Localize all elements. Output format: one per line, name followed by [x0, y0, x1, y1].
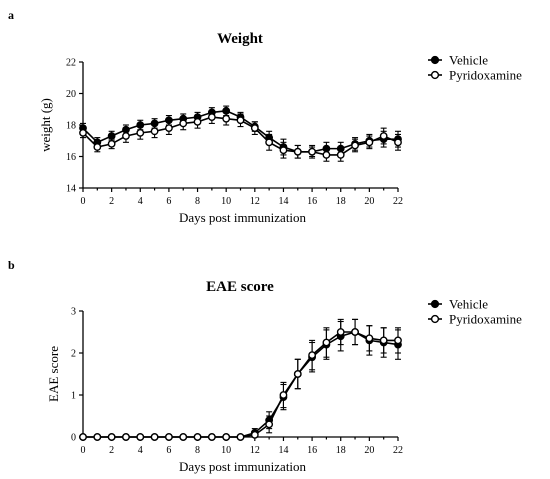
data-point-pyridoxamine: [279, 146, 288, 155]
data-point-pyridoxamine: [179, 433, 188, 441]
y-tick-label: 0: [71, 433, 76, 444]
data-point-pyridoxamine: [394, 138, 402, 147]
series-line-pyridoxamine: [83, 331, 398, 438]
data-point-pyridoxamine: [93, 433, 102, 441]
data-point-pyridoxamine: [250, 430, 259, 439]
x-tick-label: 6: [166, 196, 171, 207]
data-point-pyridoxamine: [79, 433, 87, 441]
x-tick-label: 2: [109, 196, 114, 207]
x-tick-label: 14: [278, 445, 288, 456]
data-point-pyridoxamine: [308, 147, 316, 156]
legend-label-vehicle: Vehicle: [449, 297, 488, 312]
data-point-pyridoxamine: [222, 114, 231, 123]
data-point-pyridoxamine: [79, 128, 87, 137]
y-tick-label: 22: [66, 58, 76, 69]
y-tick-label: 20: [66, 89, 76, 100]
data-point-pyridoxamine: [193, 433, 202, 441]
x-tick-label: 18: [336, 196, 346, 207]
y-tick-label: 16: [66, 152, 76, 163]
x-axis-label: Days post immunization: [179, 459, 307, 474]
data-point-pyridoxamine: [107, 139, 116, 148]
data-point-pyridoxamine: [379, 336, 388, 345]
data-point-pyridoxamine: [394, 336, 402, 345]
legend-label-pyridoxamine: Pyridoxamine: [449, 68, 522, 83]
x-tick-label: 22: [393, 445, 403, 456]
data-point-pyridoxamine: [265, 420, 274, 429]
data-point-pyridoxamine: [222, 433, 231, 441]
y-tick-label: 18: [66, 121, 76, 132]
chart-title: Weight: [217, 31, 263, 47]
data-point-pyridoxamine: [107, 433, 116, 441]
data-point-pyridoxamine: [379, 132, 388, 140]
x-tick-label: 4: [138, 445, 143, 456]
y-tick-label: 14: [66, 184, 76, 195]
y-axis-label: weight (g): [38, 98, 53, 152]
data-point-pyridoxamine: [336, 328, 345, 336]
legend-marker: [430, 314, 440, 324]
x-tick-label: 16: [307, 196, 317, 207]
data-point-pyridoxamine: [322, 151, 331, 159]
data-point-pyridoxamine: [365, 138, 374, 147]
x-tick-label: 20: [364, 445, 374, 456]
data-point-pyridoxamine: [336, 151, 345, 159]
data-point-pyridoxamine: [165, 433, 173, 441]
data-point-pyridoxamine: [308, 351, 316, 359]
x-axis-label: Days post immunization: [179, 210, 307, 225]
data-point-pyridoxamine: [236, 433, 245, 441]
y-tick-label: 1: [71, 391, 76, 402]
y-axis-label: EAE score: [46, 346, 61, 402]
data-point-pyridoxamine: [351, 141, 359, 150]
data-point-pyridoxamine: [207, 433, 216, 441]
data-point-pyridoxamine: [250, 124, 259, 133]
data-point-pyridoxamine: [351, 328, 359, 336]
data-point-pyridoxamine: [150, 127, 159, 136]
x-tick-label: 14: [278, 196, 288, 207]
data-point-pyridoxamine: [165, 124, 173, 133]
data-point-pyridoxamine: [293, 370, 302, 378]
data-point-pyridoxamine: [93, 143, 102, 151]
legend-marker: [430, 299, 440, 309]
data-point-pyridoxamine: [122, 433, 130, 441]
x-tick-label: 0: [81, 196, 86, 207]
legend-marker: [430, 55, 440, 65]
x-tick-label: 6: [166, 445, 171, 456]
x-tick-label: 10: [221, 445, 231, 456]
x-tick-label: 10: [221, 196, 231, 207]
series-line-vehicle: [83, 331, 399, 438]
data-point-pyridoxamine: [179, 119, 188, 128]
x-tick-label: 16: [307, 445, 317, 456]
data-point-pyridoxamine: [150, 433, 159, 441]
chart-title: EAE score: [206, 279, 274, 295]
data-point-pyridoxamine: [136, 128, 145, 137]
x-tick-label: 20: [364, 196, 374, 207]
weight-chart: Weight 14 16 18 20 22 0 2 4 6 8 10 12 14 16 18 20 22 Days …: [38, 31, 522, 225]
x-tick-label: 2: [109, 445, 114, 456]
legend-marker: [430, 70, 440, 80]
data-point-pyridoxamine: [293, 147, 302, 156]
legend-label-pyridoxamine: Pyridoxamine: [449, 312, 522, 327]
data-point-pyridoxamine: [365, 334, 374, 343]
data-point-pyridoxamine: [322, 338, 331, 347]
data-point-pyridoxamine: [122, 132, 130, 140]
x-tick-label: 18: [336, 445, 346, 456]
panel-a-letter: a: [8, 8, 14, 22]
x-tick-label: 8: [195, 196, 200, 207]
x-tick-label: 22: [393, 196, 403, 207]
data-point-pyridoxamine: [136, 433, 145, 441]
x-tick-label: 4: [138, 196, 143, 207]
y-tick-label: 2: [71, 349, 76, 360]
x-tick-label: 12: [250, 445, 260, 456]
data-point-pyridoxamine: [236, 116, 245, 125]
data-point-pyridoxamine: [207, 113, 216, 122]
panel-b-letter: b: [8, 258, 15, 272]
x-tick-label: 0: [81, 445, 86, 456]
data-point-pyridoxamine: [193, 117, 202, 126]
data-point-pyridoxamine: [279, 391, 288, 399]
data-point-pyridoxamine: [265, 138, 274, 147]
y-tick-label: 3: [71, 307, 76, 318]
x-tick-label: 8: [195, 445, 200, 456]
x-tick-label: 12: [250, 196, 260, 207]
legend-label-vehicle: Vehicle: [449, 53, 488, 68]
